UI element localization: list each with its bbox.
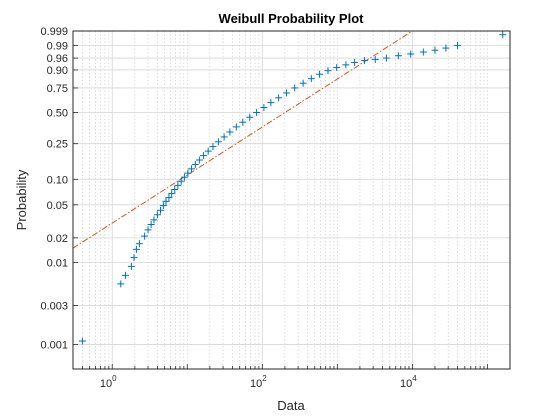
x-tick-label-exponent: 2 [262,374,267,383]
y-tick-label: 0.001 [40,339,68,351]
data-point-marker [253,109,261,117]
plot-area-border [72,30,511,370]
x-tick-label: 104 [400,374,417,390]
x-tick-label-base: 10 [400,378,412,390]
data-point-marker [78,337,86,345]
y-axis-label: Probability [14,169,29,230]
data-point-marker [181,173,189,181]
data-point-marker [174,181,182,189]
data-point-marker [307,75,315,83]
y-tick-label: 0.25 [47,139,68,151]
y-tick-label: 0.96 [47,53,68,65]
reference-line-layer [73,31,413,249]
data-point-marker [168,190,176,198]
data-point-marker [333,64,341,72]
data-marker-layer [78,31,507,345]
x-tick-labels: 100 102 104 [100,374,417,390]
data-point-marker [130,254,138,262]
y-tick-labels: 0.001 0.003 0.01 0.02 0.05 0.10 0.25 0.50 0.75 0.… [40,26,68,351]
data-point-marker [299,79,307,87]
data-point-marker [239,118,247,126]
data-point-marker [214,138,222,146]
y-tick-label: 0.003 [40,300,68,312]
data-point-marker [135,240,143,248]
y-tick-label: 0.01 [47,258,68,270]
y-tick-label: 0.50 [47,108,68,120]
x-tick-label: 102 [250,374,267,390]
data-point-marker [371,55,379,63]
y-tick-label: 0.10 [47,174,68,186]
x-tick-label-base: 10 [100,378,112,390]
data-point-marker [382,54,390,62]
data-point-marker [324,67,332,75]
data-point-marker [127,262,135,270]
data-point-marker [232,123,240,131]
data-point-marker [260,103,268,111]
axes-area: 100 102 104 0.0010.0030.010.020.050.100.25… [40,26,511,390]
data-point-marker [394,52,402,60]
data-point-marker [204,147,212,155]
data-point-marker [188,165,196,173]
y-tick-label: 0.90 [47,65,68,77]
data-point-marker [442,44,450,52]
data-point-marker [132,245,140,253]
data-point-marker [171,185,179,193]
data-point-marker [147,221,155,229]
data-point-marker [144,226,152,234]
plot-area-background [73,31,510,369]
y-tick-label: 0.99 [47,40,68,52]
y-tick-label: 0.05 [47,200,68,212]
data-point-marker [246,113,254,121]
data-point-marker [153,211,161,219]
y-tick-label: 0.999 [40,26,68,38]
minor-grid [72,31,511,369]
x-axis-label: Data [277,398,305,413]
data-point-marker [342,61,350,69]
data-point-marker [184,169,192,177]
data-point-marker [162,197,170,205]
data-point-marker [499,31,507,39]
y-tick-label: 0.02 [47,233,68,245]
axis-ticks [72,30,511,369]
data-point-marker [117,280,125,288]
data-point-marker [159,202,167,210]
data-point-marker [282,89,290,97]
x-tick-label: 100 [100,374,117,390]
data-point-marker [220,133,228,141]
x-tick-label-base: 10 [250,378,262,390]
data-point-marker [316,70,324,78]
data-point-marker [141,232,149,240]
data-point-marker [165,194,173,202]
data-point-marker [150,216,158,224]
data-point-marker [454,41,462,49]
x-tick-label-exponent: 4 [412,374,417,383]
data-point-marker [200,152,208,160]
data-point-marker [267,99,275,107]
data-point-marker [209,143,217,151]
major-grid [73,30,510,369]
data-point-marker [291,84,299,92]
data-point-marker [351,58,359,66]
chart-title: Weibull Probability Plot [219,11,365,26]
y-tick-label: 0.75 [47,83,68,95]
x-tick-label-exponent: 0 [112,374,117,383]
data-point-marker [431,46,439,54]
data-point-marker [360,57,368,65]
reference-fit-line [73,31,413,249]
data-point-marker [419,48,427,56]
data-point-marker [177,177,185,185]
data-point-marker [195,156,203,164]
data-point-marker [226,128,234,136]
data-point-marker [121,271,129,279]
data-point-marker [275,94,283,102]
data-point-marker [407,50,415,58]
data-point-marker [191,160,199,168]
data-point-marker [157,206,165,214]
